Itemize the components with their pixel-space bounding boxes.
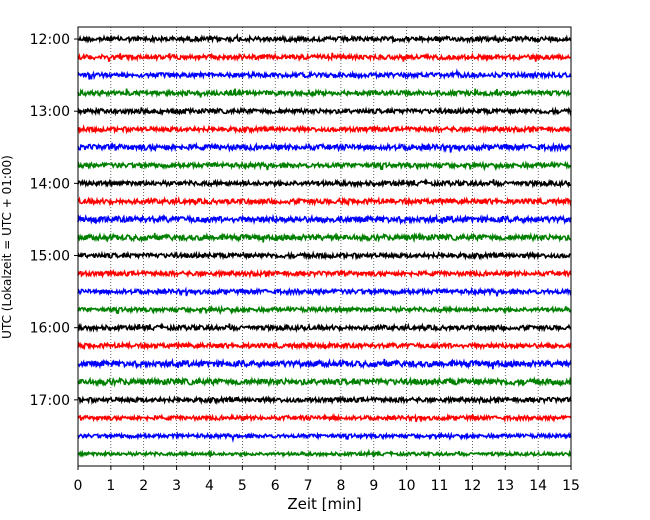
- trace-1245: [77, 88, 572, 98]
- x-tick-label-7: 7: [304, 478, 313, 494]
- grid-lines: [110, 27, 539, 466]
- x-tick-label-4: 4: [205, 478, 214, 494]
- x-tick-label-11: 11: [431, 478, 449, 494]
- x-tick-label-9: 9: [369, 478, 378, 494]
- seismic-traces: [77, 32, 572, 459]
- plot-background: [78, 27, 571, 466]
- y-tick-label-3: 15:00: [30, 249, 70, 265]
- x-tick-label-10: 10: [398, 478, 416, 494]
- trace-1200: [77, 32, 572, 45]
- trace-1645: [77, 375, 572, 388]
- y-axis-label: UTC (Lokalzeit = UTC + 01:00): [0, 155, 14, 339]
- x-tick-label-3: 3: [172, 478, 181, 494]
- trace-1700: [77, 394, 572, 406]
- x-tick-label-12: 12: [463, 478, 481, 494]
- trace-1530: [77, 286, 572, 297]
- y-tick-label-2: 14:00: [30, 176, 70, 192]
- x-tick-label-0: 0: [74, 478, 83, 494]
- trace-1615: [77, 340, 572, 351]
- trace-1315: [77, 124, 572, 135]
- trace-1515: [77, 268, 572, 279]
- trace-1230: [77, 68, 572, 81]
- trace-1630: [77, 357, 572, 370]
- trace-1445: [77, 231, 572, 244]
- trace-1500: [77, 250, 572, 261]
- y-tick-label-0: 12:00: [30, 32, 70, 48]
- trace-1430: [77, 213, 572, 226]
- x-tick-label-2: 2: [139, 478, 148, 494]
- trace-1345: [77, 160, 572, 172]
- trace-1715: [77, 412, 572, 423]
- x-tick-label-1: 1: [106, 478, 115, 494]
- y-tick-label-5: 17:00: [30, 393, 70, 409]
- x-tick-label-14: 14: [529, 478, 547, 494]
- trace-1730: [77, 431, 572, 443]
- trace-1545: [77, 304, 572, 315]
- x-axis-label: Zeit [min]: [287, 495, 361, 513]
- trace-1600: [77, 322, 572, 334]
- trace-1415: [77, 195, 572, 207]
- y-tick-label-1: 13:00: [30, 104, 70, 120]
- x-tick-label-8: 8: [336, 478, 345, 494]
- trace-1745: [77, 448, 572, 459]
- x-tick-label-13: 13: [496, 478, 514, 494]
- x-axis-ticks: 0 1 2 3 4 5 6 7 8 9 10 11 12 13 14 15: [74, 466, 580, 494]
- trace-1300: [77, 106, 572, 117]
- y-axis-ticks: 12:00 13:00 14:00 15:00 16:00 17:00: [30, 32, 78, 409]
- trace-1400: [77, 178, 572, 189]
- x-tick-label-5: 5: [238, 478, 247, 494]
- x-tick-label-15: 15: [562, 478, 580, 494]
- y-tick-label-4: 16:00: [30, 321, 70, 337]
- x-tick-label-6: 6: [271, 478, 280, 494]
- trace-1215: [77, 51, 572, 63]
- trace-1330: [77, 141, 572, 154]
- plot-frame: [77, 26, 572, 467]
